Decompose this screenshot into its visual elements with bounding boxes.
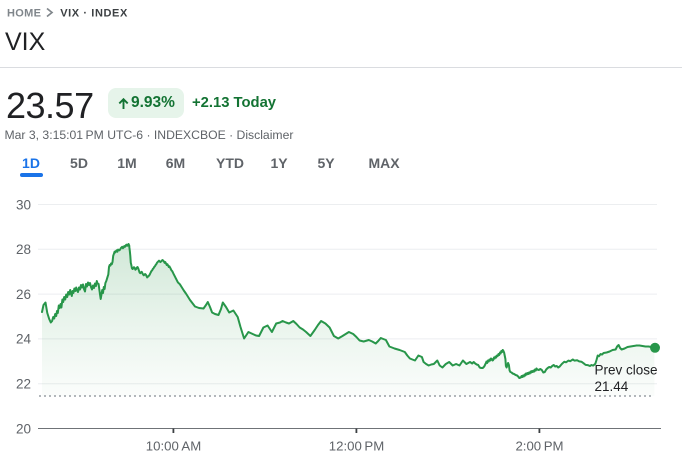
svg-text:20: 20 [16, 421, 31, 436]
svg-text:Prev close: Prev close [595, 363, 658, 378]
svg-text:22: 22 [16, 377, 31, 392]
svg-text:12:00 PM: 12:00 PM [329, 439, 384, 454]
svg-text:2:00 PM: 2:00 PM [515, 439, 563, 454]
svg-text:30: 30 [16, 197, 31, 212]
svg-text:28: 28 [16, 242, 31, 257]
svg-text:24: 24 [16, 332, 32, 347]
svg-text:21.44: 21.44 [595, 379, 629, 394]
svg-text:26: 26 [16, 287, 31, 302]
svg-text:10:00 AM: 10:00 AM [146, 439, 201, 454]
